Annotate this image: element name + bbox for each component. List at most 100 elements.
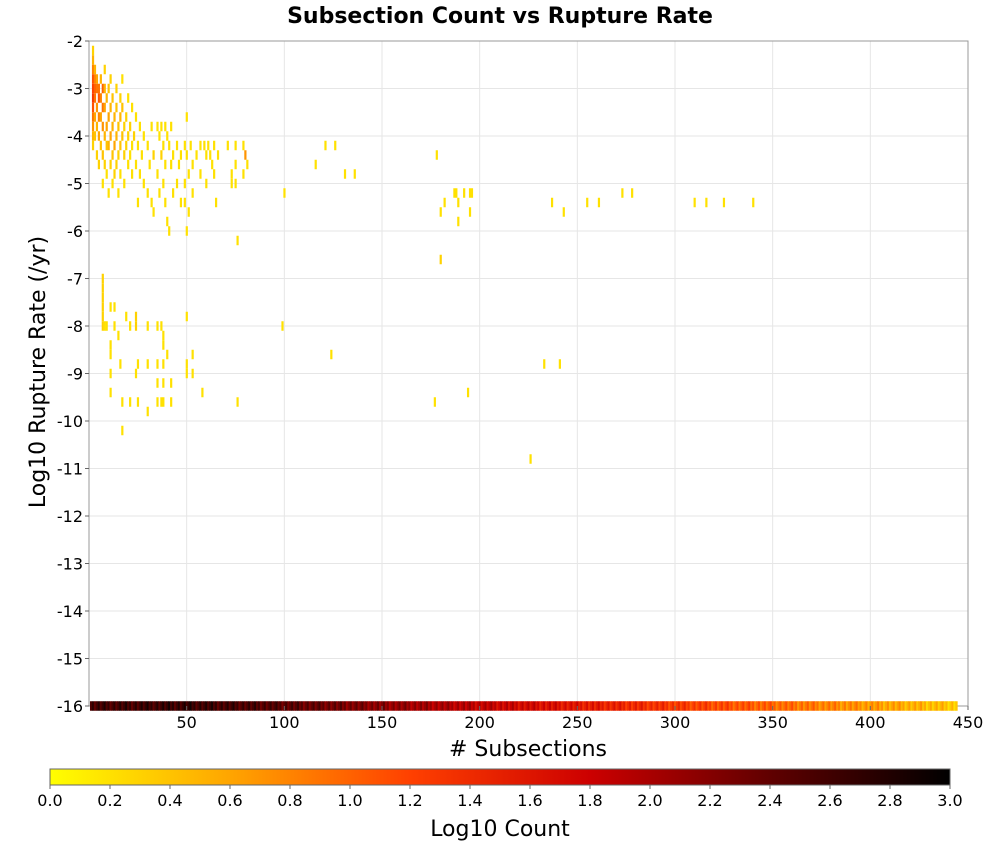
heatmap-cell: [119, 112, 122, 122]
heatmap-cell: [937, 701, 941, 711]
heatmap-cell: [812, 701, 816, 711]
x-axis-label: # Subsections: [449, 737, 607, 762]
heatmap-cell: [668, 701, 671, 711]
heatmap-cell: [150, 197, 153, 208]
heatmap-cell: [345, 701, 349, 711]
heatmap-cell: [250, 701, 253, 711]
heatmap-cell: [855, 701, 859, 711]
heatmap-cell: [279, 701, 282, 711]
heatmap-cell: [283, 188, 286, 198]
heatmap-cell: [529, 454, 532, 464]
heatmap-cell: [412, 701, 415, 711]
heatmap-cell: [336, 701, 339, 711]
heatmap-cell: [269, 701, 273, 711]
heatmap-cell: [625, 701, 628, 711]
x-tick-label: 450: [953, 713, 984, 732]
heatmap-cell: [947, 701, 950, 711]
heatmap-cell: [97, 159, 100, 170]
heatmap-cell: [617, 701, 620, 711]
heatmap-cell: [242, 140, 245, 151]
heatmap-cell: [302, 701, 306, 711]
heatmap-cell: [638, 701, 642, 711]
heatmap-cell: [806, 701, 810, 711]
heatmap-cell: [621, 701, 624, 711]
heatmap-cell: [97, 93, 100, 103]
heatmap-cell: [722, 701, 726, 711]
heatmap-cell: [103, 64, 106, 75]
heatmap-cell: [170, 378, 173, 388]
heatmap-cell: [826, 701, 829, 711]
colorbar-tick-label: 1.2: [397, 791, 422, 810]
heatmap-cell: [111, 93, 114, 103]
heatmap-cell: [513, 701, 517, 711]
heatmap-cell: [91, 74, 95, 84]
heatmap-cell: [394, 701, 398, 711]
heatmap-cell: [492, 701, 495, 711]
heatmap-cell: [91, 93, 95, 103]
heatmap-cell: [218, 701, 222, 711]
heatmap-cell: [570, 701, 573, 711]
heatmap-cell: [304, 701, 308, 711]
heatmap-cell: [457, 216, 460, 227]
heatmap-cell: [494, 701, 497, 711]
heatmap-cell: [420, 701, 423, 711]
heatmap-cell: [875, 701, 878, 711]
heatmap-cell: [777, 701, 780, 711]
heatmap-cell: [134, 112, 138, 122]
heatmap-cell: [834, 701, 837, 711]
heatmap-cell: [144, 701, 148, 711]
colorbar: [49, 768, 951, 786]
heatmap-cell: [453, 188, 456, 198]
heatmap-cell: [322, 701, 325, 711]
heatmap-cell: [252, 701, 255, 711]
heatmap-cell: [130, 701, 134, 711]
heatmap-cell: [185, 311, 188, 322]
heatmap-cell: [390, 701, 394, 711]
heatmap-cell: [101, 701, 105, 711]
heatmap-cell: [142, 178, 145, 189]
heatmap-cell: [453, 701, 456, 711]
heatmap-cell: [842, 701, 845, 711]
heatmap-cell: [183, 178, 186, 189]
heatmap-cell: [254, 701, 257, 711]
heatmap-cell: [916, 701, 919, 711]
heatmap-cell: [115, 159, 118, 170]
heatmap-cell: [95, 121, 99, 132]
heatmap-cell: [873, 701, 876, 711]
heatmap-cell: [107, 112, 110, 122]
heatmap-cell: [203, 701, 206, 711]
heatmap-cell: [134, 701, 138, 711]
heatmap-cell: [134, 159, 138, 170]
heatmap-cell: [838, 701, 841, 711]
heatmap-cell: [162, 378, 165, 388]
x-tick-label: 100: [269, 713, 300, 732]
heatmap-cell: [179, 150, 183, 160]
heatmap-cell: [463, 188, 466, 198]
heatmap-cell: [193, 701, 196, 711]
heatmap-cell: [468, 188, 472, 198]
heatmap-cell: [156, 321, 159, 331]
heatmap-cell: [101, 150, 104, 160]
heatmap-cell: [633, 701, 636, 711]
heatmap-cell: [109, 340, 112, 350]
heatmap-cell: [199, 140, 202, 151]
heatmap-cell: [351, 701, 355, 711]
heatmap-cell: [127, 159, 130, 170]
heatmap-cell: [109, 131, 112, 141]
heatmap-cell: [715, 701, 718, 711]
heatmap-cell: [845, 701, 849, 711]
heatmap-cell: [287, 701, 290, 711]
heatmap-cell: [355, 701, 358, 711]
heatmap-cell: [101, 292, 104, 303]
heatmap-cell: [93, 131, 97, 141]
heatmap-cell: [105, 93, 108, 103]
heatmap-cell: [185, 226, 188, 236]
heatmap-cell: [175, 140, 179, 151]
y-tick-label: -6: [67, 222, 83, 241]
heatmap-cell: [529, 701, 532, 711]
heatmap-cell: [531, 701, 534, 711]
heatmap-cell: [115, 83, 118, 94]
heatmap-cell: [730, 701, 734, 711]
heatmap-cell: [162, 140, 165, 151]
heatmap-cell: [843, 701, 847, 711]
